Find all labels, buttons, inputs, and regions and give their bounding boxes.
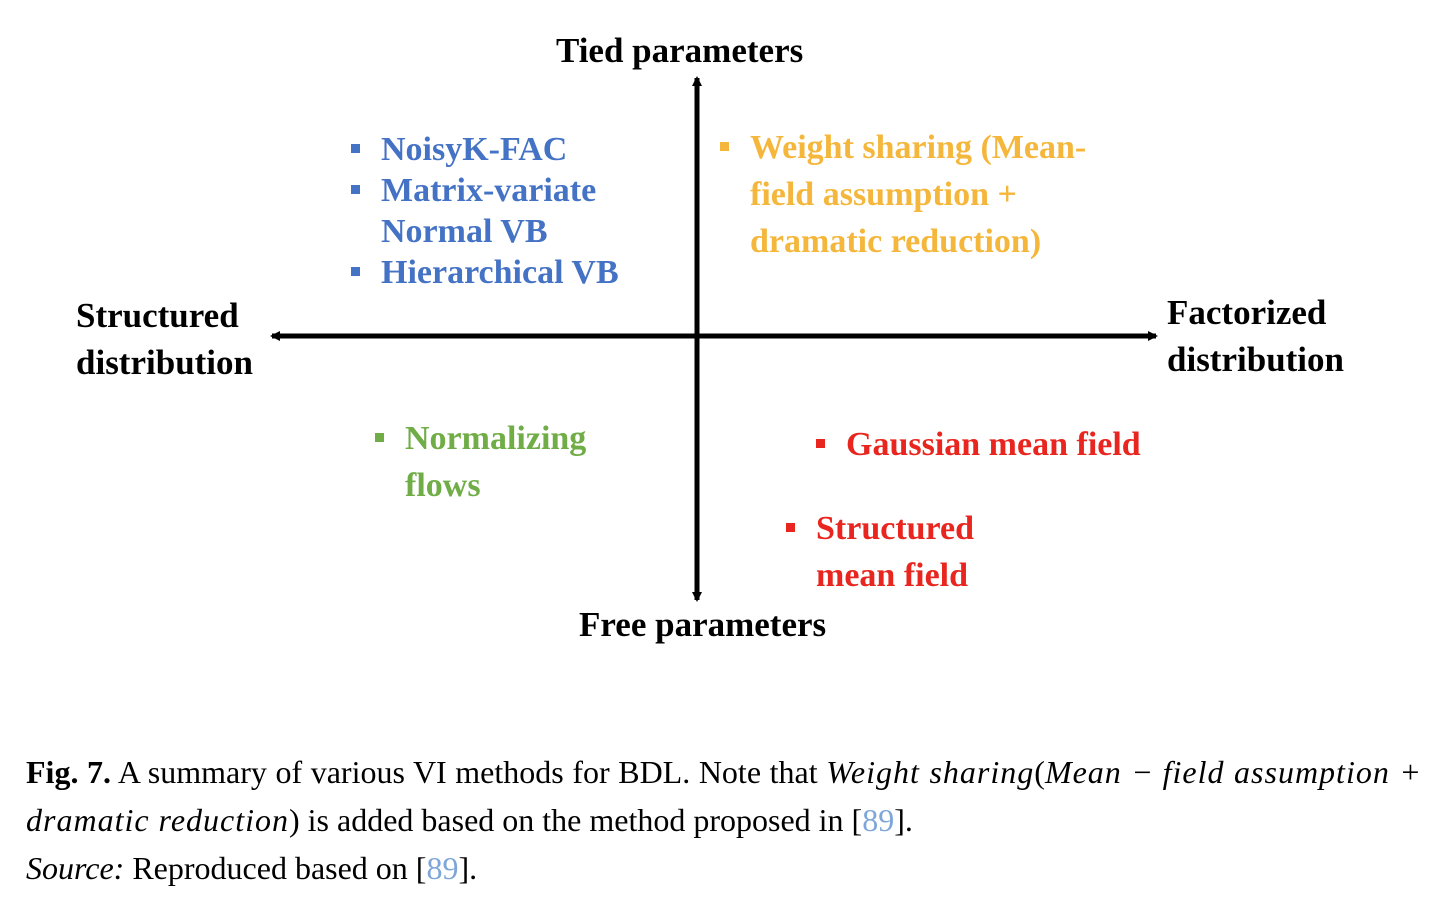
list-item-weight-sharing: Weight sharing (Mean- field assumption +… xyxy=(720,124,1086,265)
list-item-gaussian-mean-field: Gaussian mean field xyxy=(816,421,1141,468)
quadrant-bottom-right-item-2: Structured mean field xyxy=(786,505,974,599)
list-item-line: mean field xyxy=(816,557,969,594)
caption-paren: ( xyxy=(1034,754,1045,790)
list-item-line: Structured xyxy=(816,510,975,547)
quadrant-top-left: NoisyK-FAC Matrix-variate Normal VB Hier… xyxy=(351,129,619,293)
axis-label-right-line-2: distribution xyxy=(1167,340,1344,379)
list-item-line: NoisyK-FAC xyxy=(381,131,568,168)
list-item-line: Gaussian mean field xyxy=(846,426,1141,463)
list-item-line: Normal VB xyxy=(381,213,548,250)
caption-math: Mean − xyxy=(1044,754,1154,790)
axis-label-top: Tied parameters xyxy=(556,31,804,70)
axis-label-left: Structured distribution xyxy=(76,292,253,386)
list-item-line: flows xyxy=(405,467,481,504)
axis-label-left-line-1: Structured xyxy=(76,296,239,335)
caption-text: is added based on the method proposed in… xyxy=(307,802,863,838)
quadrant-bottom-right-item-1: Gaussian mean field xyxy=(816,421,1141,468)
square-bullet-icon xyxy=(351,185,360,194)
axis-label-right: Factorized distribution xyxy=(1167,289,1344,383)
list-item-matrix-variate: Matrix-variate Normal VB xyxy=(351,170,619,252)
quadrant-axes xyxy=(270,76,1158,602)
list-item-line: Weight sharing (Mean- xyxy=(750,129,1087,166)
caption-math: field assumption + dramatic reduction xyxy=(26,754,1423,838)
square-bullet-icon xyxy=(375,433,384,442)
list-item-line: Hierarchical VB xyxy=(381,254,619,291)
square-bullet-icon xyxy=(720,142,729,151)
axis-label-right-line-1: Factorized xyxy=(1167,293,1327,332)
list-item-noisy-kfac: NoisyK-FAC xyxy=(351,129,619,170)
caption-text: Reproduced based on [ xyxy=(132,850,427,886)
citation-link[interactable]: 89 xyxy=(862,802,895,838)
axis-label-bottom: Free parameters xyxy=(579,605,827,644)
list-item-structured-mean-field: Structured mean field xyxy=(786,505,974,599)
square-bullet-icon xyxy=(816,439,825,448)
square-bullet-icon xyxy=(351,267,360,276)
caption-text: A summary of various VI methods for BDL.… xyxy=(117,754,818,790)
list-item-line: dramatic reduction) xyxy=(750,223,1042,260)
list-item-line: field assumption + xyxy=(750,176,1017,213)
caption-paren: ) xyxy=(289,802,300,838)
caption-text: ]. xyxy=(894,802,913,838)
list-item-line: Matrix-variate xyxy=(381,172,597,209)
quadrant-bottom-left: Normalizing flows xyxy=(375,415,586,509)
axis-label-left-line-2: distribution xyxy=(76,343,253,382)
list-item-hierarchical-vb: Hierarchical VB xyxy=(351,252,619,293)
list-item-normalizing-flows: Normalizing flows xyxy=(375,415,586,509)
source-label: Source: xyxy=(26,850,125,886)
caption-math: Weight sharing xyxy=(826,754,1035,790)
citation-link[interactable]: 89 xyxy=(426,850,459,886)
figure-number: Fig. 7. xyxy=(26,754,112,790)
square-bullet-icon xyxy=(351,144,360,153)
figure-caption: Fig. 7. A summary of various VI methods … xyxy=(26,748,1422,892)
square-bullet-icon xyxy=(786,523,795,532)
quadrant-top-right: Weight sharing (Mean- field assumption +… xyxy=(720,124,1086,265)
caption-text: ]. xyxy=(458,850,478,886)
list-item-line: Normalizing xyxy=(405,420,587,457)
